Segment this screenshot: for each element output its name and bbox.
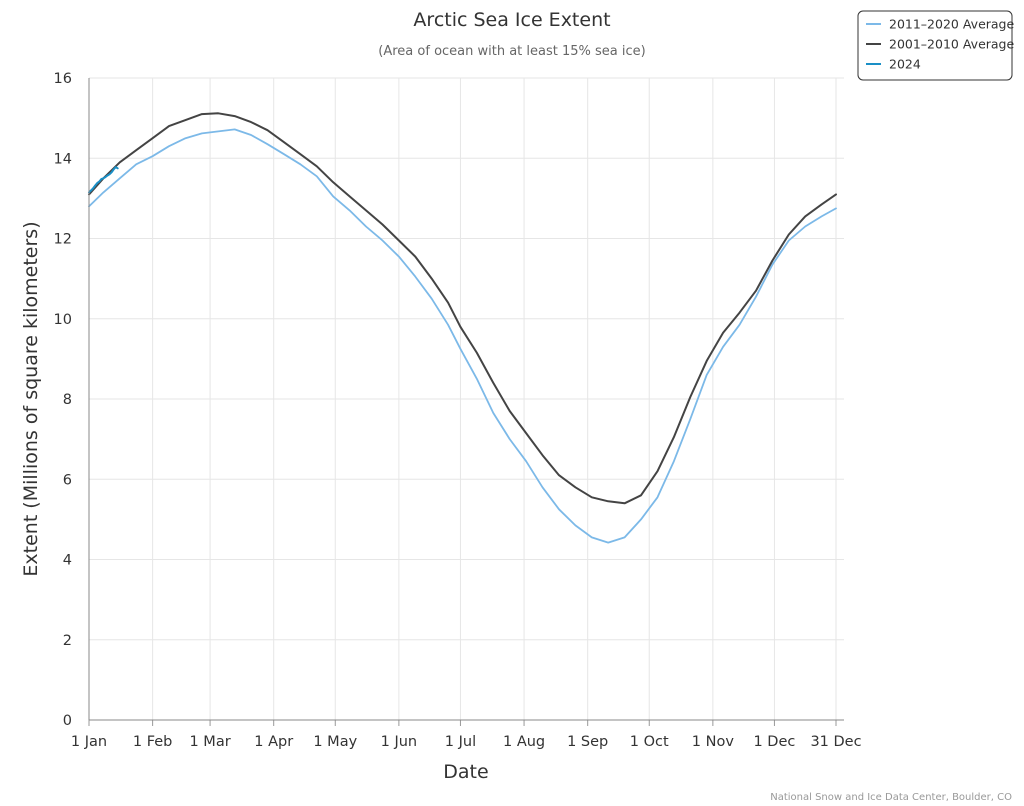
x-tick-label: 31 Dec — [810, 734, 861, 750]
y-tick-label: 12 — [54, 232, 72, 248]
y-tick-label: 0 — [63, 713, 72, 729]
x-tick-label: 1 Jan — [71, 734, 107, 750]
grid-lines — [89, 77, 844, 720]
y-tick-label: 14 — [54, 151, 72, 167]
legend-label-1[interactable]: 2011–2020 Average — [889, 17, 1014, 32]
x-tick-label: 1 May — [313, 734, 357, 750]
x-tick-label: 1 Oct — [630, 734, 669, 750]
legend-box — [857, 10, 1013, 81]
x-tick-label: 1 Sep — [567, 734, 608, 750]
y-axis-title: Extent (Millions of square kilometers) — [20, 221, 42, 576]
series-line-1 — [88, 128, 837, 544]
x-tick-label: 1 Dec — [753, 734, 795, 750]
legend-label-2[interactable]: 2001–2010 Average — [889, 37, 1014, 52]
chart-subtitle: (Area of ocean with at least 15% sea ice… — [378, 44, 645, 59]
x-axis-title: Date — [443, 761, 488, 783]
series-layer — [88, 112, 837, 544]
y-tick-label: 10 — [54, 312, 72, 328]
legend-label-3[interactable]: 2024 — [889, 57, 921, 72]
series-line-2 — [88, 112, 837, 505]
chart-credit: National Snow and Ice Data Center, Bould… — [770, 792, 1012, 803]
x-tick-label: 1 Apr — [254, 734, 293, 750]
series-line-3 — [88, 166, 119, 194]
x-tick-label: 1 Aug — [503, 734, 545, 750]
x-tick-label: 1 Feb — [133, 734, 173, 750]
chart-title: Arctic Sea Ice Extent — [413, 9, 610, 31]
y-tick-label: 6 — [63, 472, 72, 488]
x-tick-label: 1 Jul — [445, 734, 476, 750]
chart-legend[interactable]: 2011–2020 Average 2001–2010 Average 2024 — [857, 10, 1014, 81]
y-tick-label: 16 — [54, 71, 72, 87]
x-tick-label: 1 Jun — [381, 734, 418, 750]
y-tick-label: 2 — [63, 633, 72, 649]
x-tick-label: 1 Nov — [692, 734, 735, 750]
y-tick-label: 8 — [63, 392, 72, 408]
x-tick-label: 1 Mar — [189, 734, 230, 750]
axes: 0 2 4 6 8 10 12 14 16 1 Jan 1 Feb 1 Mar 1 Apr 1 May 1 … — [54, 71, 862, 750]
labels: Arctic Sea Ice Extent (Area of ocean wit… — [20, 9, 1012, 803]
y-tick-label: 4 — [63, 553, 72, 569]
